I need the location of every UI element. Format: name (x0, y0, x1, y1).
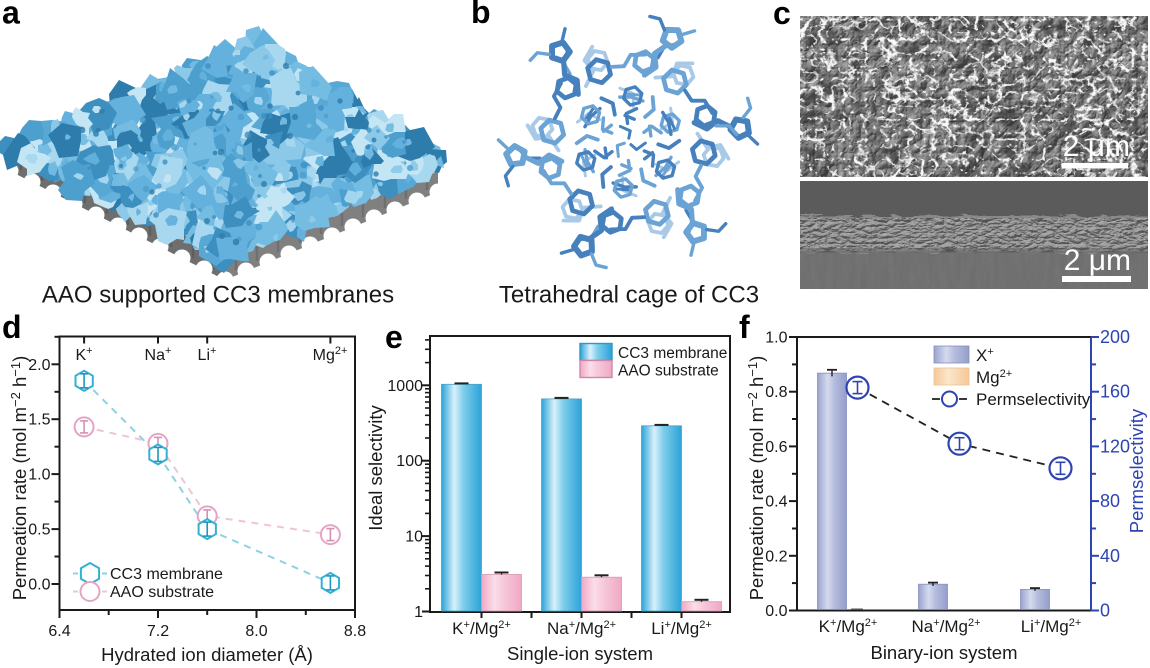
svg-text:0.0: 0.0 (765, 603, 787, 620)
svg-text:0.0: 0.0 (28, 577, 50, 594)
svg-text:K+/Mg2+: K+/Mg2+ (452, 619, 511, 638)
svg-text:Binary-ion system: Binary-ion system (870, 642, 1017, 663)
svg-text:Na+: Na+ (145, 345, 172, 364)
svg-text:K+: K+ (75, 345, 92, 364)
svg-text:K+/Mg2+: K+/Mg2+ (819, 617, 878, 636)
svg-text:2 μm: 2 μm (1063, 130, 1130, 163)
svg-text:120: 120 (1100, 436, 1130, 456)
svg-text:CC3 membrane: CC3 membrane (618, 345, 727, 362)
svg-text:0.2: 0.2 (765, 548, 787, 565)
svg-text:0: 0 (1100, 601, 1110, 621)
svg-text:a: a (2, 0, 20, 31)
svg-text:7.2: 7.2 (147, 623, 169, 640)
svg-text:Permeation rate (mol m−2 h−1): Permeation rate (mol m−2 h−1) (745, 356, 767, 601)
svg-text:1.0: 1.0 (765, 330, 787, 347)
svg-text:1.0: 1.0 (28, 467, 50, 484)
svg-text:2 μm: 2 μm (1064, 244, 1131, 277)
svg-text:X+: X+ (976, 346, 994, 365)
svg-text:AAO substrate: AAO substrate (618, 363, 719, 380)
svg-text:Tetrahedral cage of CC3: Tetrahedral cage of CC3 (499, 282, 759, 309)
svg-text:80: 80 (1100, 491, 1120, 511)
svg-text:Na+/Mg2+: Na+/Mg2+ (911, 617, 980, 636)
svg-text:AAO supported CC3 membranes: AAO supported CC3 membranes (42, 282, 394, 309)
svg-text:f: f (739, 309, 750, 345)
svg-text:e: e (385, 319, 403, 355)
svg-text:0.6: 0.6 (765, 439, 787, 456)
svg-text:6.4: 6.4 (48, 623, 70, 640)
svg-text:Mg2+: Mg2+ (976, 368, 1012, 387)
svg-text:Permselectivity: Permselectivity (976, 390, 1091, 409)
svg-text:Li+/Mg2+: Li+/Mg2+ (651, 619, 712, 638)
svg-text:d: d (2, 309, 22, 345)
svg-text:100: 100 (396, 453, 423, 470)
svg-text:Single-ion system: Single-ion system (507, 643, 653, 664)
svg-text:c: c (773, 0, 791, 31)
svg-text:Mg2+: Mg2+ (313, 345, 348, 364)
svg-text:Li+/Mg2+: Li+/Mg2+ (1021, 617, 1082, 636)
svg-text:8.0: 8.0 (245, 623, 267, 640)
svg-text:1: 1 (414, 604, 423, 621)
svg-text:1000: 1000 (387, 378, 423, 395)
svg-text:CC3 membrane: CC3 membrane (110, 566, 223, 583)
svg-text:b: b (471, 0, 491, 30)
svg-text:0.5: 0.5 (28, 522, 50, 539)
svg-text:Permselectivity: Permselectivity (1126, 408, 1147, 533)
svg-text:Permeation rate (mol m−2 h−1): Permeation rate (mol m−2 h−1) (8, 356, 30, 601)
svg-text:8.8: 8.8 (344, 623, 366, 640)
svg-text:160: 160 (1100, 382, 1130, 402)
svg-text:2.0: 2.0 (28, 357, 50, 374)
svg-text:200: 200 (1100, 327, 1130, 347)
svg-text:Li+: Li+ (198, 345, 217, 364)
svg-text:40: 40 (1100, 546, 1120, 566)
svg-text:Hydrated ion diameter (Å): Hydrated ion diameter (Å) (101, 644, 313, 665)
svg-text:0.8: 0.8 (765, 384, 787, 401)
svg-text:0.4: 0.4 (765, 494, 787, 511)
svg-text:Na+/Mg2+: Na+/Mg2+ (547, 619, 616, 638)
svg-text:10: 10 (405, 529, 423, 546)
svg-text:AAO substrate: AAO substrate (110, 584, 214, 601)
svg-text:Ideal selectivity: Ideal selectivity (365, 405, 386, 531)
svg-text:1.5: 1.5 (28, 412, 50, 429)
